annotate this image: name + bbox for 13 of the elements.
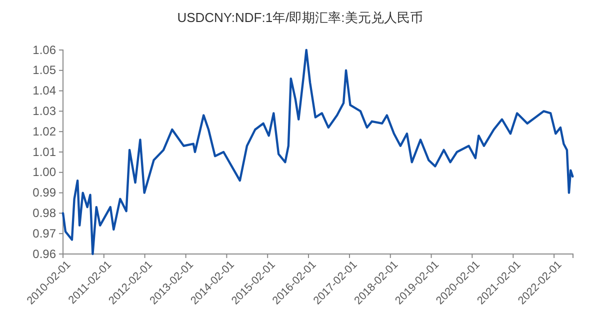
y-tick-label: 1.03 <box>32 104 56 118</box>
y-tick-label: 1.02 <box>32 124 56 138</box>
y-tick-label: 1.04 <box>32 84 56 98</box>
y-tick-label: 0.97 <box>32 226 56 240</box>
y-tick-label: 0.98 <box>32 206 56 220</box>
y-tick-label: 0.99 <box>32 186 56 200</box>
y-tick-label: 0.96 <box>32 246 56 261</box>
y-tick-label: 1.00 <box>32 165 56 180</box>
y-tick-label: 1.06 <box>32 42 56 57</box>
chart-title: USDCNY:NDF:1年/即期汇率:美元兑人民币 <box>177 10 423 25</box>
y-tick-label: 1.05 <box>32 63 56 78</box>
y-tick-label: 1.01 <box>32 144 56 159</box>
line-series <box>62 48 574 256</box>
